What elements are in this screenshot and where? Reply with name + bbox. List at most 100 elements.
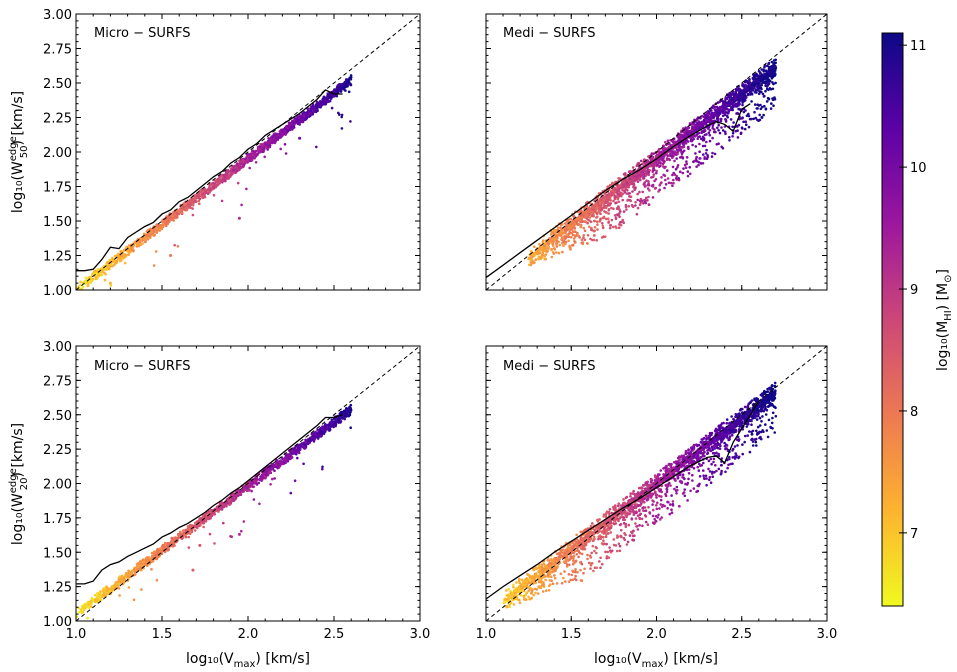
data-point (121, 255, 125, 258)
data-point (748, 87, 752, 91)
data-point (584, 220, 587, 223)
data-point (533, 245, 536, 248)
data-point (608, 226, 612, 230)
data-point (273, 141, 277, 145)
data-point (611, 189, 614, 193)
data-point (658, 152, 661, 156)
data-point (586, 221, 589, 225)
data-point (615, 226, 618, 230)
data-point (284, 125, 288, 128)
data-point (590, 214, 594, 218)
data-point (607, 208, 611, 211)
data-point (700, 121, 704, 124)
data-point (707, 127, 710, 130)
data-point (766, 78, 769, 82)
data-point (693, 159, 696, 163)
data-point (534, 258, 538, 261)
data-point (551, 231, 555, 235)
data-point (297, 116, 300, 119)
data-point (583, 229, 587, 232)
data-point (742, 97, 746, 101)
data-point (763, 65, 766, 69)
data-point (118, 259, 122, 263)
data-point (258, 145, 261, 148)
data-point (196, 196, 199, 200)
data-point (712, 104, 715, 107)
panel-1: Medi − SURFS (485, 13, 828, 291)
data-point (708, 139, 712, 143)
data-point (553, 248, 557, 251)
data-point (220, 173, 224, 177)
data-point (130, 246, 133, 249)
data-point (686, 170, 690, 173)
ylabel-0: log₁₀(Wedge50) [km/s] (8, 91, 30, 213)
data-point (774, 61, 777, 65)
data-point (666, 154, 669, 157)
data-point (636, 198, 639, 202)
data-point (84, 276, 88, 280)
data-point (579, 220, 582, 224)
data-point (744, 90, 748, 94)
data-point (613, 197, 617, 201)
data-point (556, 226, 560, 230)
data-point (100, 273, 103, 277)
data-point (713, 128, 716, 131)
data-point (596, 223, 599, 226)
data-point (676, 164, 680, 167)
data-point (753, 103, 757, 106)
data-point (212, 185, 215, 189)
data-point (707, 120, 710, 124)
data-point (739, 132, 743, 135)
data-point (728, 108, 731, 112)
data-point (684, 142, 688, 145)
data-point (203, 195, 206, 198)
data-point (249, 154, 253, 158)
data-point (697, 163, 700, 167)
data-point (144, 240, 147, 243)
data-point (79, 291, 82, 294)
data-point (708, 133, 711, 137)
data-point (723, 108, 726, 112)
data-point (242, 164, 246, 167)
data-point (706, 154, 709, 157)
data-point (573, 222, 577, 225)
data-point (250, 158, 254, 162)
data-point (315, 103, 318, 106)
y-tick-label: 2.50 (43, 77, 72, 92)
data-point (336, 90, 339, 93)
data-point (609, 199, 613, 202)
data-point (620, 193, 623, 197)
data-point (169, 217, 173, 221)
data-point (619, 223, 623, 227)
data-point (214, 185, 218, 189)
data-point (559, 226, 562, 229)
data-point (621, 181, 624, 184)
data-point (644, 201, 648, 205)
data-point (669, 181, 673, 185)
data-point (551, 242, 555, 246)
data-point (721, 129, 725, 132)
data-point (135, 243, 139, 246)
data-point (649, 164, 653, 168)
data-point (577, 222, 580, 226)
data-point (631, 178, 635, 182)
data-point (764, 107, 768, 110)
data-point (221, 178, 224, 182)
data-point (673, 150, 677, 153)
data-point (554, 231, 558, 234)
data-point (617, 214, 620, 217)
data-point (562, 244, 565, 247)
data-point (688, 172, 692, 176)
data-point (613, 214, 617, 217)
data-point (602, 201, 605, 204)
data-point (220, 199, 224, 203)
data-point (636, 192, 639, 196)
data-point (716, 115, 719, 118)
y-tick-label: 1.50 (43, 215, 72, 230)
data-point (667, 181, 671, 185)
data-point (761, 92, 765, 96)
data-point (606, 193, 609, 197)
data-point (569, 231, 572, 235)
data-point (743, 85, 746, 89)
data-point (647, 195, 650, 199)
